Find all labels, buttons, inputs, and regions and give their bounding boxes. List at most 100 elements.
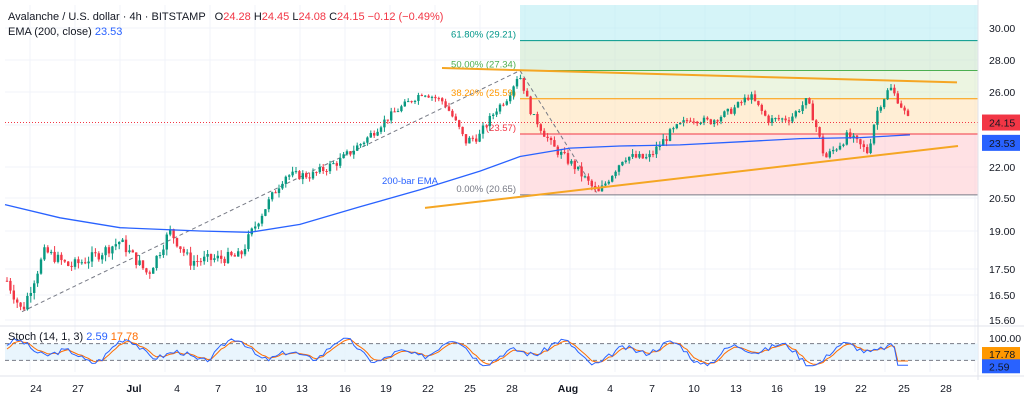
candle[interactable]: [328, 163, 332, 172]
candle[interactable]: [230, 251, 233, 256]
candle[interactable]: [777, 118, 780, 120]
candle[interactable]: [366, 137, 369, 143]
candle[interactable]: [206, 254, 209, 257]
candle[interactable]: [396, 111, 400, 113]
candle[interactable]: [886, 90, 889, 100]
candle[interactable]: [526, 90, 529, 97]
candle[interactable]: [801, 105, 804, 112]
candle[interactable]: [713, 120, 716, 125]
candle[interactable]: [274, 192, 277, 194]
candle[interactable]: [107, 247, 111, 254]
candle[interactable]: [80, 262, 83, 264]
candle[interactable]: [770, 118, 774, 123]
candle[interactable]: [485, 125, 488, 127]
candle[interactable]: [719, 116, 723, 122]
candle[interactable]: [876, 110, 879, 125]
candle[interactable]: [29, 292, 32, 296]
candle[interactable]: [611, 175, 614, 182]
candle[interactable]: [577, 166, 580, 170]
candle[interactable]: [175, 238, 179, 247]
candle[interactable]: [696, 121, 699, 124]
candle[interactable]: [570, 160, 573, 164]
candle[interactable]: [658, 145, 661, 147]
candle[interactable]: [896, 93, 899, 104]
candle[interactable]: [461, 126, 464, 135]
candle[interactable]: [345, 151, 349, 155]
candle[interactable]: [818, 127, 821, 137]
candle[interactable]: [692, 121, 695, 123]
candle[interactable]: [158, 255, 162, 257]
candle[interactable]: [495, 111, 498, 115]
candle[interactable]: [447, 106, 451, 111]
candle[interactable]: [706, 117, 709, 120]
candle[interactable]: [509, 95, 512, 102]
candle[interactable]: [339, 158, 342, 166]
candle[interactable]: [492, 114, 495, 116]
candle[interactable]: [723, 111, 726, 117]
candle[interactable]: [866, 147, 869, 154]
candle[interactable]: [597, 188, 600, 192]
candle[interactable]: [342, 154, 345, 159]
candle[interactable]: [36, 273, 39, 284]
candle[interactable]: [906, 110, 910, 116]
candle[interactable]: [845, 132, 848, 145]
candle[interactable]: [16, 299, 19, 303]
candle[interactable]: [403, 101, 406, 107]
candle[interactable]: [546, 136, 549, 139]
candle[interactable]: [141, 260, 145, 269]
candle[interactable]: [240, 251, 243, 255]
candle[interactable]: [522, 78, 525, 91]
candle[interactable]: [148, 272, 151, 274]
candle[interactable]: [553, 140, 556, 147]
candle[interactable]: [325, 171, 328, 173]
candle[interactable]: [764, 110, 767, 116]
candle[interactable]: [291, 171, 294, 176]
candle[interactable]: [604, 183, 607, 186]
candle[interactable]: [617, 165, 621, 172]
candle[interactable]: [223, 258, 226, 264]
candle[interactable]: [849, 132, 852, 138]
candle[interactable]: [90, 252, 94, 262]
candle[interactable]: [213, 258, 216, 260]
candle[interactable]: [135, 252, 138, 265]
candle[interactable]: [794, 111, 797, 117]
candle[interactable]: [760, 104, 763, 111]
candle[interactable]: [233, 255, 236, 257]
candle[interactable]: [900, 103, 903, 108]
candle[interactable]: [138, 260, 141, 265]
candle[interactable]: [186, 252, 189, 254]
candle[interactable]: [189, 252, 192, 266]
candle[interactable]: [383, 119, 386, 128]
candle[interactable]: [498, 104, 502, 112]
candle[interactable]: [519, 78, 522, 80]
candle[interactable]: [750, 94, 753, 100]
candle[interactable]: [172, 229, 175, 239]
candle[interactable]: [427, 95, 430, 98]
candle[interactable]: [685, 120, 689, 122]
candle[interactable]: [318, 166, 321, 173]
candle[interactable]: [315, 172, 318, 174]
candle[interactable]: [43, 247, 46, 260]
candle[interactable]: [675, 124, 678, 129]
candle[interactable]: [362, 142, 366, 145]
candle[interactable]: [182, 249, 185, 253]
candle[interactable]: [121, 239, 124, 242]
candle[interactable]: [648, 154, 651, 158]
candle[interactable]: [376, 131, 379, 136]
candle[interactable]: [740, 102, 743, 104]
candle[interactable]: [70, 265, 73, 267]
candle[interactable]: [56, 254, 60, 262]
candle[interactable]: [821, 136, 825, 154]
candle[interactable]: [94, 252, 97, 254]
candle[interactable]: [815, 120, 818, 128]
candle[interactable]: [434, 96, 437, 99]
candle[interactable]: [808, 98, 811, 104]
candle[interactable]: [400, 106, 403, 112]
candle[interactable]: [743, 97, 746, 103]
candle[interactable]: [179, 246, 182, 250]
candle[interactable]: [587, 176, 590, 181]
candle[interactable]: [111, 246, 114, 254]
candle[interactable]: [226, 251, 230, 264]
candle[interactable]: [842, 144, 845, 146]
